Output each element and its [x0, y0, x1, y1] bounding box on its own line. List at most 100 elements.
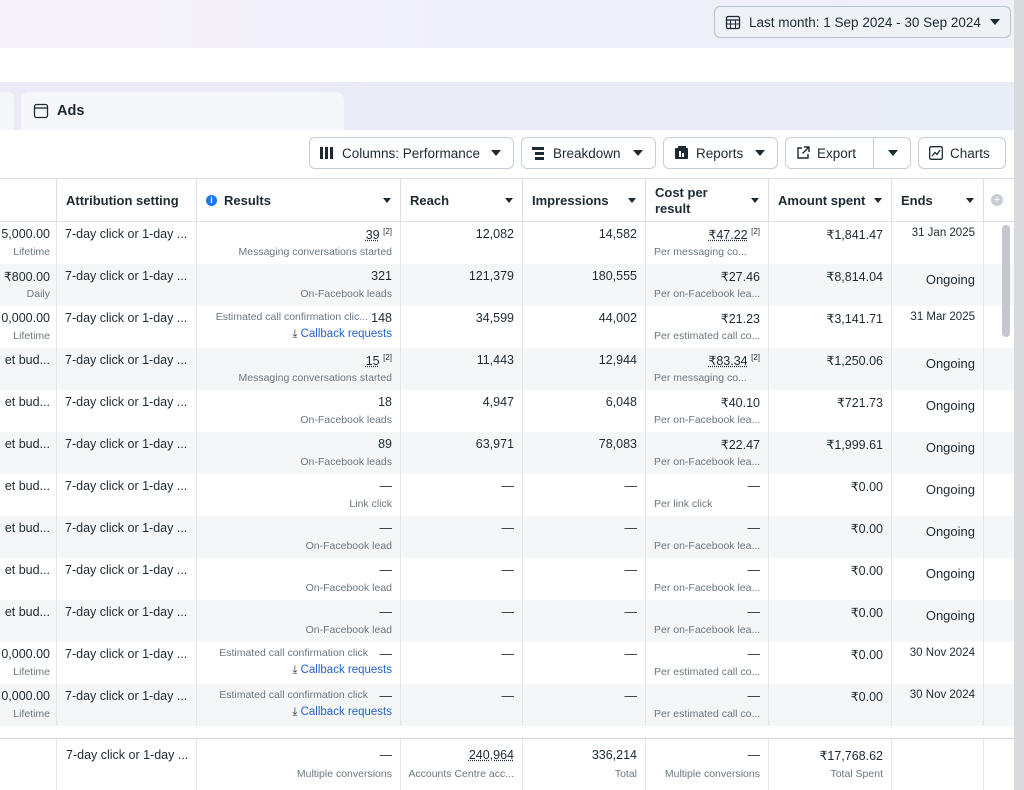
- results-value[interactable]: 39 [2]: [365, 227, 392, 243]
- footer-attribution: 7-day click or 1-day ...: [57, 739, 197, 790]
- table-row[interactable]: 0,000.00 Lifetime 7-day click or 1-day ...…: [0, 642, 1014, 684]
- sort-caret-icon[interactable]: [383, 198, 391, 203]
- reports-button[interactable]: Reports: [663, 137, 778, 169]
- callback-requests-link[interactable]: ⤓ Callback requests: [292, 664, 392, 677]
- filter-search-bar[interactable]: [0, 48, 1014, 83]
- table-row[interactable]: et bud... 7-day click or 1-day ... 89 On-Fa…: [0, 432, 1014, 474]
- cell-reach: —: [401, 642, 523, 684]
- breakdown-button[interactable]: Breakdown: [521, 137, 656, 169]
- cell-impr: —: [523, 600, 646, 642]
- callback-requests-link[interactable]: ⤓ Callback requests: [292, 706, 392, 719]
- cell-reach: 4,947: [401, 390, 523, 432]
- amount-spent-value: ₹1,841.47: [826, 228, 883, 242]
- callback-requests-label: Callback requests: [300, 706, 392, 718]
- amount-spent-value: ₹0.00: [850, 690, 883, 704]
- budget-type: Daily: [26, 288, 50, 300]
- table-row[interactable]: et bud... 7-day click or 1-day ... — Link c…: [0, 474, 1014, 516]
- cell-cpr: ₹47.22 [2] Per messaging co...: [646, 222, 769, 264]
- header-ends[interactable]: Ends: [892, 179, 984, 222]
- results-type: Messaging conversations started: [238, 372, 393, 384]
- results-value[interactable]: 15 [2]: [365, 353, 392, 369]
- budget-value: et bud...: [4, 521, 50, 535]
- cell-attr: 7-day click or 1-day ...: [57, 474, 197, 516]
- cell-spent: ₹0.00: [769, 474, 892, 516]
- cell-spent: ₹721.73: [769, 390, 892, 432]
- table-header: Attribution setting i Results Reach Impr…: [0, 178, 1014, 222]
- ends-value: Ongoing: [925, 524, 975, 539]
- budget-value: et bud...: [4, 353, 50, 367]
- budget-value: 0,000.00: [1, 689, 50, 703]
- cell-budget: 0,000.00 Lifetime: [0, 306, 57, 348]
- table-row[interactable]: et bud... 7-day click or 1-day ... — On-Fac…: [0, 516, 1014, 558]
- sort-caret-icon[interactable]: [505, 198, 513, 203]
- vertical-scrollbar[interactable]: [1002, 225, 1010, 337]
- cell-ends: Ongoing: [892, 348, 984, 390]
- table-row[interactable]: 5,000.00 Lifetime 7-day click or 1-day ...…: [0, 222, 1014, 264]
- header-cost-per-result[interactable]: Cost per result: [646, 179, 769, 222]
- sort-caret-icon[interactable]: [874, 198, 882, 203]
- header-attribution-setting[interactable]: Attribution setting: [57, 179, 197, 222]
- results-conversion-type: Estimated call confirmation clic...: [215, 311, 368, 323]
- ends-value: 31 Mar 2025: [910, 311, 975, 323]
- results-value: 148: [371, 311, 392, 325]
- amount-spent-value: ₹0.00: [850, 564, 883, 578]
- sort-caret-icon[interactable]: [751, 198, 759, 203]
- table-row[interactable]: et bud... 7-day click or 1-day ... 15 [2] M…: [0, 348, 1014, 390]
- callback-requests-link[interactable]: ⤓ Callback requests: [292, 328, 392, 341]
- table-row[interactable]: 0,000.00 Lifetime 7-day click or 1-day ...…: [0, 306, 1014, 348]
- amount-spent-value: ₹721.73: [836, 396, 883, 410]
- add-column-icon[interactable]: +: [991, 194, 1003, 206]
- tab-ads[interactable]: Ads: [21, 92, 344, 130]
- header-reach[interactable]: Reach: [401, 179, 523, 222]
- table-row[interactable]: et bud... 7-day click or 1-day ... — On-Fac…: [0, 558, 1014, 600]
- info-icon[interactable]: i: [206, 195, 217, 206]
- ends-value: Ongoing: [925, 356, 975, 371]
- cell-results: 18 On-Facebook leads: [197, 390, 401, 432]
- cell-impr: 44,002: [523, 306, 646, 348]
- impressions-value: —: [624, 689, 638, 703]
- header-results[interactable]: i Results: [197, 179, 401, 222]
- table-row[interactable]: et bud... 7-day click or 1-day ... 18 On-Fa…: [0, 390, 1014, 432]
- results-value: 89: [378, 437, 392, 451]
- cell-results: Estimated call confirmation click — ⤓ Call…: [197, 642, 401, 684]
- date-range-picker[interactable]: Last month: 1 Sep 2024 - 30 Sep 2024: [714, 6, 1011, 38]
- budget-value: et bud...: [4, 563, 50, 577]
- cost-per-result-value: —: [747, 479, 761, 493]
- table-row[interactable]: et bud... 7-day click or 1-day ... — On-Fac…: [0, 600, 1014, 642]
- table-row[interactable]: 0,000.00 Lifetime 7-day click or 1-day ...…: [0, 684, 1014, 726]
- chevron-down-icon: [633, 150, 643, 156]
- results-value: —: [379, 521, 393, 535]
- columns-button[interactable]: Columns: Performance: [309, 137, 514, 169]
- header-reach-label: Reach: [410, 193, 450, 208]
- sort-caret-icon[interactable]: [628, 198, 636, 203]
- sort-caret-icon[interactable]: [966, 198, 974, 203]
- cost-per-result-type: Per estimated call co...: [654, 666, 761, 678]
- export-split-divider: [873, 137, 874, 169]
- cell-impr: —: [523, 642, 646, 684]
- breakdown-icon: [532, 146, 544, 160]
- attribution-value: 7-day click or 1-day ...: [65, 563, 188, 577]
- chevron-down-icon: [491, 150, 501, 156]
- cell-ends: Ongoing: [892, 474, 984, 516]
- table-row[interactable]: ₹800.00 Daily 7-day click or 1-day ... 321 O…: [0, 264, 1014, 306]
- footer-results: — Multiple conversions: [197, 739, 401, 790]
- results-type: Messaging conversations started: [238, 246, 393, 258]
- tab-ad-sets-edge[interactable]: [0, 92, 14, 130]
- amount-spent-value: ₹3,141.71: [826, 312, 883, 326]
- cell-budget: et bud...: [0, 390, 57, 432]
- header-budget[interactable]: [0, 179, 57, 222]
- export-button[interactable]: Export: [785, 137, 911, 169]
- charts-button[interactable]: Charts: [918, 137, 1006, 169]
- cost-per-result-value: —: [747, 605, 761, 619]
- header-impressions[interactable]: Impressions: [523, 179, 646, 222]
- budget-value: 0,000.00: [1, 311, 50, 325]
- cell-spent: ₹0.00: [769, 600, 892, 642]
- amount-spent-value: ₹0.00: [850, 606, 883, 620]
- cell-ends: Ongoing: [892, 432, 984, 474]
- header-amount-spent[interactable]: Amount spent: [769, 179, 892, 222]
- export-dropdown-chevron-icon[interactable]: [888, 150, 898, 156]
- cell-impr: —: [523, 558, 646, 600]
- export-icon: [797, 146, 810, 159]
- budget-value: et bud...: [4, 605, 50, 619]
- footnote-marker: [2]: [383, 227, 392, 236]
